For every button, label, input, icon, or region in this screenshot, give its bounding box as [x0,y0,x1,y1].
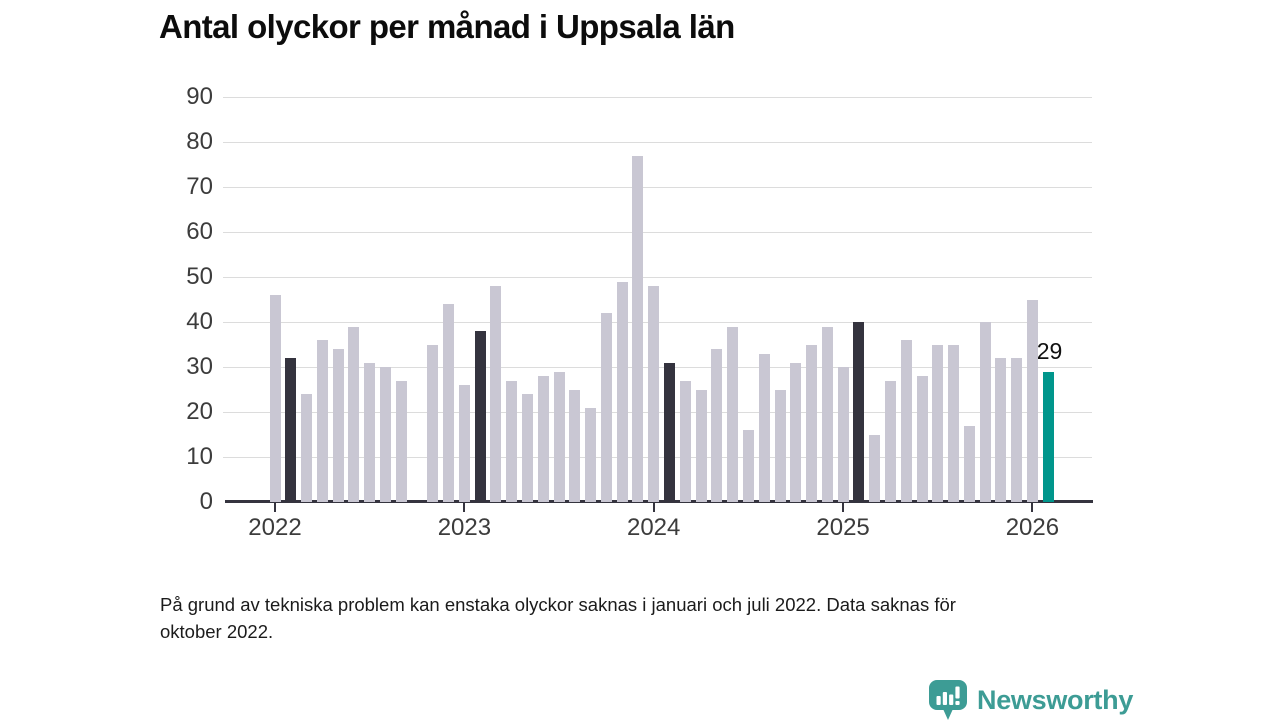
bar-2025-08 [948,344,959,502]
bar-2023-05 [522,394,533,502]
x-axis-tick [463,503,466,512]
bar-2023-09 [585,407,597,502]
bar-2023-11 [616,281,628,502]
bar-2022-01 [269,295,281,502]
bar-2025-04 [884,380,896,502]
bar-2024-07 [742,430,754,502]
y-axis-tick-label: 90 [186,83,213,110]
bar-2023-12 [632,155,644,502]
x-axis-tick-label: 2026 [1005,514,1060,541]
bar-2024-03 [679,380,691,502]
bar-2023-04 [506,380,518,502]
bar-2024-08 [758,353,770,502]
bar-2022-08 [380,367,391,502]
bar-2022-07 [364,362,376,502]
bar-2022-12 [443,304,455,502]
bar-2022-02 [285,358,297,502]
bar-2022-05 [332,349,344,502]
bar-2025-06 [916,376,928,502]
y-gridline [223,186,1092,188]
bar-2024-05 [711,349,723,502]
bar-2025-01 [837,367,849,502]
x-axis-tick [842,503,845,512]
bar-2025-12 [1011,358,1023,502]
bar-2025-02 [853,322,865,502]
bar-2024-04 [695,389,707,502]
bar-2023-01 [458,385,470,502]
bar-2026-02 [1042,371,1054,502]
bar-2022-11 [427,344,439,502]
footnote-line: På grund av tekniska problem kan enstaka… [160,594,956,615]
bar-2023-08 [569,389,581,502]
y-axis-tick-label: 70 [186,173,213,200]
bar-2022-06 [348,326,360,502]
bar-2023-07 [553,371,565,502]
y-axis-tick-label: 20 [186,398,213,425]
bar-2025-05 [900,340,912,502]
bar-2025-03 [869,434,881,502]
bar-2024-09 [774,389,786,502]
y-axis-tick-label: 60 [186,218,213,245]
y-gridline [223,96,1092,98]
bar-2024-02 [664,362,675,502]
y-axis-tick-label: 50 [186,263,213,290]
x-axis-tick [1031,503,1034,512]
newsworthy-logo-icon [929,680,967,720]
y-axis-tick-label: 0 [199,488,213,515]
bar-2022-09 [395,380,407,502]
bar-2023-03 [490,286,502,502]
y-gridline [223,276,1092,278]
bar-2025-09 [963,425,975,502]
x-axis-tick-label: 2022 [248,514,302,541]
bar-2023-10 [600,313,612,502]
newsworthy-branding: Newsworthy [928,679,1133,720]
x-axis-tick [652,503,655,512]
bar-2024-11 [806,344,817,502]
footnote-line: oktober 2022. [160,621,274,642]
y-axis-tick-label: 10 [186,443,213,470]
bar-2025-07 [932,344,944,502]
bar-2022-03 [301,394,313,502]
bar-2022-04 [316,340,328,502]
y-gridline [223,231,1092,233]
x-axis-tick [274,503,276,512]
y-axis-tick-label: 40 [186,308,213,335]
bar-2024-06 [727,326,739,502]
bar-2024-01 [648,286,660,502]
chart-footnote: På grund av tekniska problem kan enstaka… [160,591,956,645]
x-axis-tick-label: 2024 [626,514,681,541]
bar-2024-12 [821,326,833,502]
bar-2023-02 [474,331,486,502]
latest-bar-value-label: 29 [1036,337,1063,364]
page-title: Antal olyckor per månad i Uppsala län [159,8,735,45]
bar-2024-10 [790,362,802,502]
x-axis-tick-label: 2025 [816,514,870,541]
newsworthy-wordmark: Newsworthy [977,685,1134,715]
y-gridline [223,141,1092,143]
x-axis-tick-label: 2023 [437,514,492,541]
bar-2025-11 [995,358,1007,502]
y-axis-tick-label: 80 [186,128,213,155]
bar-2023-06 [537,376,549,502]
bar-2025-10 [979,322,991,502]
y-axis-tick-label: 30 [186,353,213,380]
bar-2026-01 [1026,299,1038,502]
